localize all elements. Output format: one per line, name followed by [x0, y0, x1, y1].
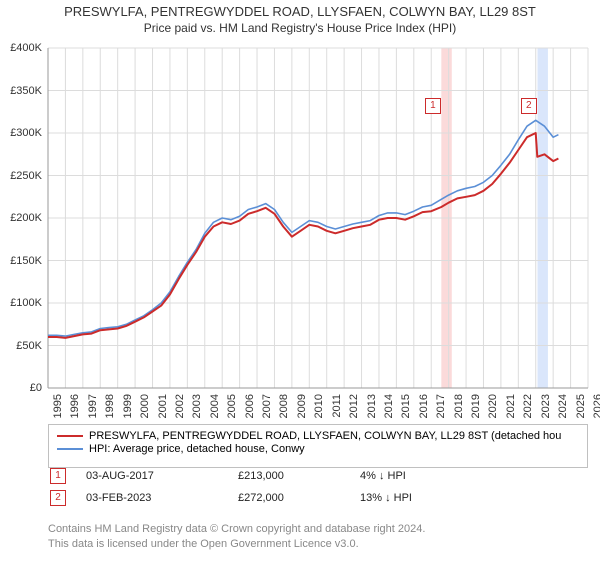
x-tick-label: 2019: [470, 394, 482, 418]
x-tick-label: 2003: [191, 394, 203, 418]
x-tick-label: 1996: [69, 394, 81, 418]
y-tick-label: £50K: [0, 340, 42, 352]
x-tick-label: 2012: [348, 394, 360, 418]
x-tick-label: 2022: [522, 394, 534, 418]
plot-area: [48, 48, 588, 388]
x-tick-label: 2020: [487, 394, 499, 418]
x-tick-label: 2009: [296, 394, 308, 418]
legend-label: PRESWYLFA, PENTREGWYDDEL ROAD, LLYSFAEN,…: [89, 430, 561, 442]
x-tick-label: 2007: [261, 394, 273, 418]
footer-line-1: Contains HM Land Registry data © Crown c…: [48, 522, 588, 537]
transaction-row: 2 03-FEB-2023£272,00013% ↓ HPI: [50, 488, 422, 508]
transaction-price: £213,000: [238, 466, 358, 486]
footer-line-2: This data is licensed under the Open Gov…: [48, 537, 588, 552]
chart-subtitle: Price paid vs. HM Land Registry's House …: [0, 21, 600, 35]
x-tick-label: 2004: [209, 394, 221, 418]
transaction-marker: 2: [50, 490, 66, 506]
legend-label: HPI: Average price, detached house, Conw…: [89, 443, 305, 455]
x-tick-label: 2011: [331, 394, 343, 418]
x-tick-label: 2002: [174, 394, 186, 418]
y-tick-label: £300K: [0, 127, 42, 139]
x-tick-label: 2018: [453, 394, 465, 418]
legend-item: HPI: Average price, detached house, Conw…: [57, 443, 579, 455]
x-tick-label: 1999: [122, 394, 134, 418]
y-tick-label: £100K: [0, 297, 42, 309]
plot-marker: 2: [521, 98, 537, 114]
x-tick-label: 1995: [52, 394, 64, 418]
x-tick-label: 1998: [104, 394, 116, 418]
x-tick-label: 2013: [366, 394, 378, 418]
legend: PRESWYLFA, PENTREGWYDDEL ROAD, LLYSFAEN,…: [48, 424, 588, 468]
transaction-delta: 4% ↓ HPI: [360, 466, 422, 486]
transaction-price: £272,000: [238, 488, 358, 508]
transaction-delta: 13% ↓ HPI: [360, 488, 422, 508]
x-tick-label: 2016: [418, 394, 430, 418]
x-tick-label: 2001: [157, 394, 169, 418]
legend-swatch: [57, 435, 83, 437]
chart-title: PRESWYLFA, PENTREGWYDDEL ROAD, LLYSFAEN,…: [0, 4, 600, 19]
plot-marker: 1: [425, 98, 441, 114]
x-tick-label: 2006: [244, 394, 256, 418]
transaction-date: 03-AUG-2017: [86, 466, 236, 486]
transaction-marker: 1: [50, 468, 66, 484]
y-tick-label: £400K: [0, 42, 42, 54]
footer: Contains HM Land Registry data © Crown c…: [48, 522, 588, 552]
x-tick-label: 2026: [592, 394, 600, 418]
y-tick-label: £200K: [0, 212, 42, 224]
x-tick-label: 1997: [87, 394, 99, 418]
y-tick-label: £350K: [0, 85, 42, 97]
chart-container: PRESWYLFA, PENTREGWYDDEL ROAD, LLYSFAEN,…: [0, 4, 600, 564]
legend-item: PRESWYLFA, PENTREGWYDDEL ROAD, LLYSFAEN,…: [57, 430, 579, 442]
transaction-date: 03-FEB-2023: [86, 488, 236, 508]
legend-swatch: [57, 448, 83, 450]
y-tick-label: £150K: [0, 255, 42, 267]
x-tick-label: 2023: [540, 394, 552, 418]
transactions-table: 1 03-AUG-2017£213,0004% ↓ HPI 2 03-FEB-2023…: [48, 464, 424, 510]
x-tick-label: 2021: [505, 394, 517, 418]
y-tick-label: £0: [0, 382, 42, 394]
transaction-row: 1 03-AUG-2017£213,0004% ↓ HPI: [50, 466, 422, 486]
x-tick-label: 2000: [139, 394, 151, 418]
x-tick-label: 2010: [313, 394, 325, 418]
x-tick-label: 2025: [575, 394, 587, 418]
x-tick-label: 2015: [400, 394, 412, 418]
x-tick-label: 2017: [435, 394, 447, 418]
x-tick-label: 2008: [278, 394, 290, 418]
y-tick-label: £250K: [0, 170, 42, 182]
x-tick-label: 2024: [557, 394, 569, 418]
plot-svg: [48, 48, 588, 388]
x-tick-label: 2014: [383, 394, 395, 418]
x-tick-label: 2005: [226, 394, 238, 418]
